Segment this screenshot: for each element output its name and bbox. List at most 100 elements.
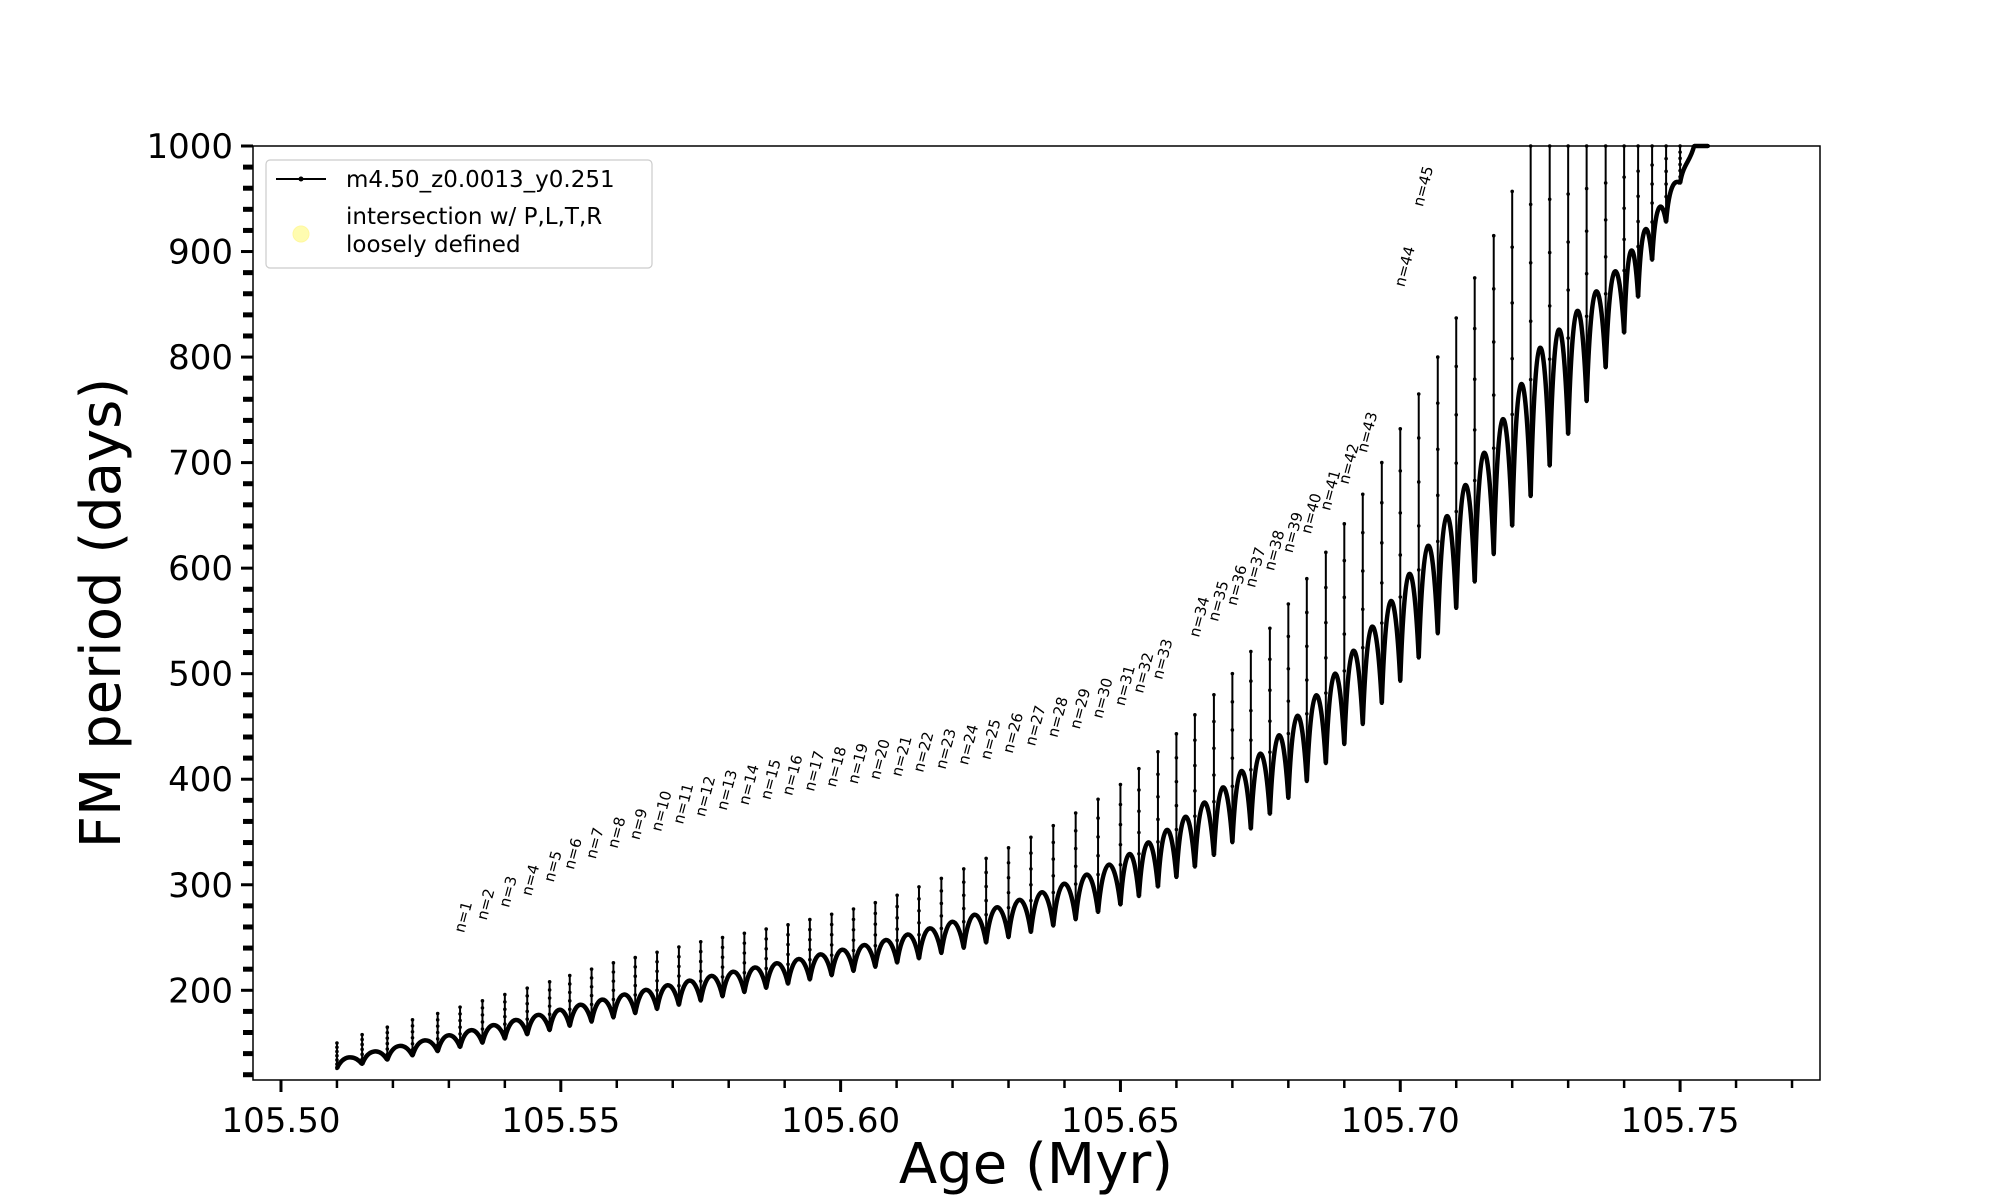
pulse-point: [1305, 779, 1309, 784]
pulse-point: [655, 997, 659, 1002]
pulse-point: [567, 1024, 572, 1028]
pulse-point: [503, 1014, 507, 1019]
pulse-point: [1212, 746, 1216, 751]
pulse-point: [786, 942, 790, 947]
series-curve: [334, 143, 1709, 1070]
pulse-point: [1137, 894, 1141, 899]
pulse-label: n=44: [1391, 244, 1419, 288]
pulse-point: [720, 945, 725, 950]
pulse-point: [808, 937, 812, 942]
pulse-point: [917, 944, 921, 949]
pulse-point: [1212, 826, 1216, 831]
pulse-point: [1416, 392, 1421, 396]
pulse-point: [567, 1007, 572, 1012]
pulse-point: [1212, 853, 1216, 858]
pulse-point: [1510, 524, 1514, 528]
pulse-point: [1398, 637, 1403, 641]
pulse-point: [1603, 291, 1608, 296]
legend-label-intersection-line2: loosely defined: [346, 232, 521, 258]
pulse-point: [1379, 460, 1384, 465]
pulse-point: [525, 1009, 530, 1014]
series-segment: [1379, 598, 1403, 704]
pulse-point: [1664, 207, 1668, 212]
pulse-point: [1454, 606, 1459, 611]
pulse-point: [611, 997, 616, 1002]
series-segment: [1360, 624, 1385, 725]
pulse-point: [1174, 851, 1179, 856]
series-segment: [1155, 827, 1179, 888]
pulse-point: [503, 1022, 507, 1026]
pulse-point: [458, 1005, 462, 1009]
series-segment: [633, 987, 660, 1014]
pulse-point: [984, 912, 988, 917]
pulse-point: [410, 1041, 415, 1046]
pulse-point: [385, 1025, 390, 1030]
pulse-point: [1268, 750, 1272, 754]
pulse-point: [1249, 679, 1253, 683]
pulse-point: [1528, 260, 1533, 265]
pulse-point: [1664, 156, 1668, 161]
pulse-point: [984, 870, 988, 875]
pulse-point: [1324, 550, 1328, 555]
pulse-point: [1230, 671, 1235, 676]
pulse-label: n=16: [778, 753, 806, 797]
pulse-point: [1528, 319, 1533, 323]
pulse-point: [360, 1047, 364, 1052]
series-segment: [1073, 872, 1101, 920]
pulse-point: [1286, 699, 1291, 703]
pulse-point: [547, 1020, 552, 1025]
series-segment: [916, 926, 944, 959]
pulse-point: [1547, 304, 1552, 308]
series-segment: [525, 1012, 552, 1036]
pulse-point: [1360, 684, 1365, 688]
pulse-point: [1286, 731, 1291, 736]
pulse-point: [435, 1011, 440, 1016]
pulse-point: [1603, 328, 1608, 333]
pulse-point: [1547, 410, 1552, 415]
pulse-point: [1435, 493, 1440, 498]
pulse-point: [851, 907, 856, 911]
pulse-point: [567, 999, 572, 1003]
pulse-point: [895, 916, 899, 920]
pulse-point: [1510, 245, 1514, 249]
pulse-point: [1398, 595, 1403, 599]
pulse-point: [589, 967, 594, 971]
pulse-point: [1305, 711, 1309, 716]
pulse-point: [1472, 276, 1477, 280]
pulse-point: [1212, 773, 1216, 777]
pulse-point: [1073, 828, 1078, 833]
pulse-point: [360, 1032, 364, 1037]
series-segment: [1174, 814, 1198, 878]
pulse-point: [786, 952, 790, 957]
series-segment: [1472, 450, 1496, 582]
pulse-point: [961, 933, 966, 937]
pulse-point: [873, 954, 878, 959]
pulse-point: [1096, 872, 1100, 877]
pulse-point: [1230, 812, 1235, 817]
pulse-point: [1137, 809, 1141, 814]
pulse-point: [873, 965, 878, 969]
series-segment: [1028, 890, 1056, 933]
pulse-point: [1454, 364, 1459, 369]
pulse-point: [1547, 250, 1552, 255]
pulse-point: [1174, 827, 1179, 832]
pulse-point: [1472, 326, 1477, 331]
pulse-point: [742, 931, 747, 936]
pulse-point: [984, 856, 988, 861]
pulse-point: [1174, 779, 1179, 784]
pulse-point: [1096, 797, 1100, 802]
pulse-point: [1137, 766, 1141, 771]
pulse-point: [720, 965, 725, 969]
pulse-point: [1029, 898, 1033, 903]
series-segment: [1603, 269, 1627, 368]
pulse-point: [1230, 756, 1235, 760]
pulse-point: [1230, 784, 1235, 789]
pulse-point: [335, 1053, 339, 1058]
series-segment: [480, 1022, 507, 1044]
series-segment: [961, 912, 989, 949]
legend-label-series: m4.50_z0.0013_y0.251: [346, 167, 615, 193]
pulse-label: n=26: [999, 711, 1027, 755]
pulse-point: [1491, 446, 1496, 450]
pulse-point: [961, 880, 966, 884]
pulse-point: [1249, 708, 1253, 713]
